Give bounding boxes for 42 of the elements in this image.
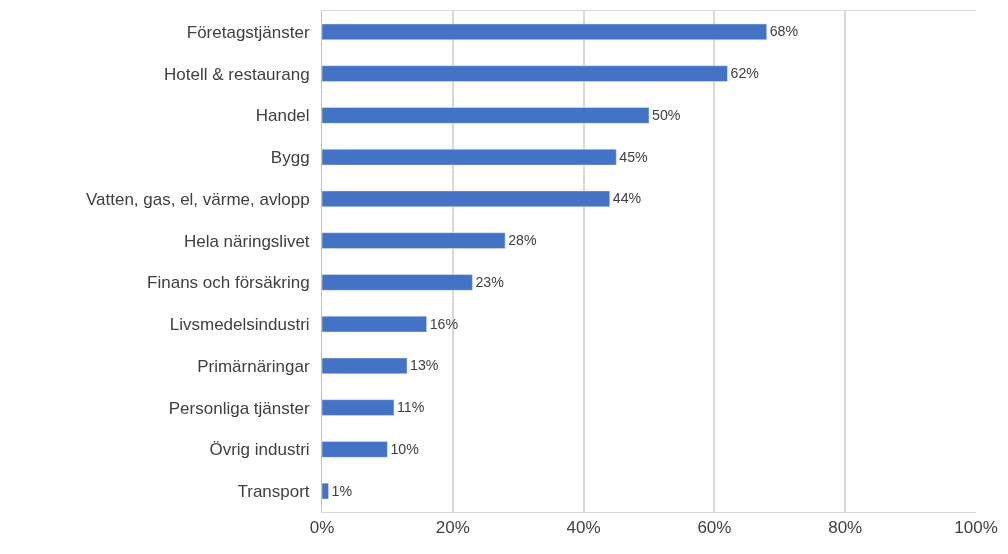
bar [322, 232, 506, 249]
bar [322, 357, 408, 375]
data-label: 23% [475, 273, 505, 290]
y-tick-label: Personliga tjänster [168, 398, 310, 418]
data-label: 16% [429, 315, 459, 332]
x-tick-label: 80% [828, 518, 863, 538]
y-tick-label: Finans och försäkring [147, 273, 310, 293]
data-label: 28% [508, 232, 537, 249]
data-label: 50% [652, 106, 681, 123]
x-tick-label: 100% [954, 518, 998, 538]
y-tick-label: Primärnäringar [197, 356, 310, 376]
y-tick-label: Hotell & restaurang [164, 64, 310, 84]
bar [322, 274, 473, 291]
data-label: 68% [769, 23, 799, 40]
data-label: 45% [619, 148, 649, 165]
y-tick-label: Övrig industri [209, 440, 310, 460]
y-tick-label: Livsmedelsindustri [169, 315, 310, 335]
bar [322, 23, 767, 41]
bar [322, 65, 728, 82]
y-tick-label: Handel [255, 106, 310, 126]
data-label: 1% [331, 482, 353, 499]
data-label: 10% [390, 440, 420, 457]
data-label: 44% [612, 190, 642, 207]
x-tick-label: 20% [435, 518, 470, 538]
y-tick-label: Hela näringslivet [183, 231, 310, 251]
x-tick-label: 60% [697, 518, 732, 538]
bar [322, 441, 388, 458]
x-tick-label: 40% [566, 518, 601, 538]
y-tick-label: Bygg [270, 148, 310, 168]
bar [322, 482, 329, 500]
bar [322, 315, 427, 333]
data-label: 11% [396, 399, 425, 416]
x-tick-label: 0% [309, 518, 335, 538]
y-tick-label: Företagstjänster [186, 22, 310, 42]
bar [322, 148, 617, 166]
y-tick-label: Transport [237, 482, 310, 502]
data-label: 62% [730, 65, 760, 82]
data-label: 13% [410, 357, 439, 374]
bar [322, 399, 395, 416]
y-tick-label: Vatten, gas, el, värme, avlopp [85, 189, 310, 209]
bar [322, 107, 650, 124]
bar [322, 190, 611, 208]
